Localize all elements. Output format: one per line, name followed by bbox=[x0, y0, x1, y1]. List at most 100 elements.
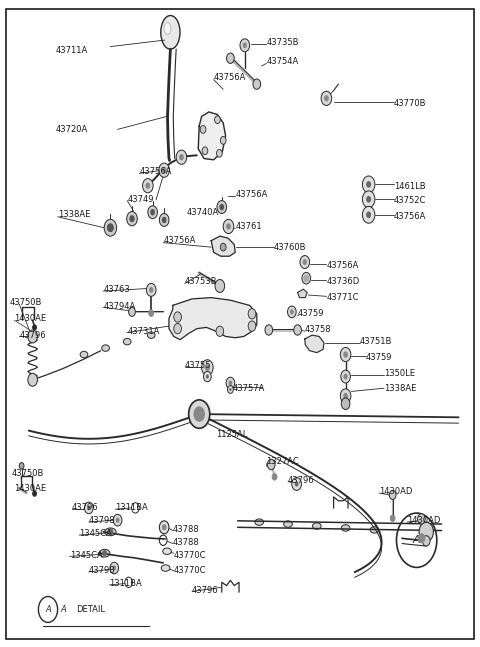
Circle shape bbox=[19, 463, 24, 469]
Text: 43770C: 43770C bbox=[174, 551, 206, 560]
Circle shape bbox=[159, 521, 169, 534]
Circle shape bbox=[215, 116, 220, 124]
Text: 43751B: 43751B bbox=[360, 337, 392, 346]
Text: 43759: 43759 bbox=[298, 309, 324, 318]
Text: 1338AE: 1338AE bbox=[384, 384, 416, 393]
Circle shape bbox=[302, 259, 307, 265]
Ellipse shape bbox=[99, 549, 110, 557]
Circle shape bbox=[343, 374, 348, 379]
Text: 1350LE: 1350LE bbox=[384, 369, 415, 378]
Circle shape bbox=[229, 388, 231, 391]
Text: 43753B: 43753B bbox=[185, 277, 217, 286]
Text: 1125AL: 1125AL bbox=[216, 430, 247, 439]
Text: 43759: 43759 bbox=[366, 353, 392, 362]
Text: 43756A: 43756A bbox=[214, 73, 246, 82]
Circle shape bbox=[149, 310, 154, 316]
Circle shape bbox=[108, 224, 113, 232]
Ellipse shape bbox=[370, 527, 379, 533]
Text: 43796: 43796 bbox=[288, 476, 314, 485]
Text: 43763: 43763 bbox=[103, 285, 130, 294]
Circle shape bbox=[28, 373, 37, 386]
Circle shape bbox=[204, 371, 211, 382]
Text: 1327AC: 1327AC bbox=[266, 457, 299, 466]
Circle shape bbox=[227, 53, 234, 63]
Text: 43711A: 43711A bbox=[55, 46, 87, 55]
Circle shape bbox=[418, 514, 425, 524]
Circle shape bbox=[366, 181, 371, 188]
Circle shape bbox=[341, 370, 350, 383]
Text: A: A bbox=[60, 605, 66, 614]
Circle shape bbox=[324, 95, 329, 102]
Ellipse shape bbox=[102, 345, 109, 351]
Circle shape bbox=[288, 306, 296, 318]
Circle shape bbox=[265, 325, 273, 335]
Circle shape bbox=[223, 219, 234, 234]
Text: 43796: 43796 bbox=[19, 331, 46, 340]
Text: 1311BA: 1311BA bbox=[109, 579, 142, 588]
Text: 43794A: 43794A bbox=[103, 302, 135, 311]
Circle shape bbox=[179, 154, 184, 160]
Circle shape bbox=[215, 280, 225, 292]
Text: 43796: 43796 bbox=[192, 586, 218, 595]
Circle shape bbox=[116, 518, 120, 523]
Circle shape bbox=[206, 375, 209, 378]
Circle shape bbox=[33, 325, 36, 330]
Circle shape bbox=[103, 551, 107, 556]
Ellipse shape bbox=[284, 521, 292, 527]
Ellipse shape bbox=[255, 519, 264, 525]
Text: 1430AE: 1430AE bbox=[14, 484, 47, 493]
Polygon shape bbox=[298, 289, 307, 298]
Ellipse shape bbox=[161, 16, 180, 49]
Text: 1338AE: 1338AE bbox=[58, 210, 90, 219]
Circle shape bbox=[366, 196, 371, 203]
Circle shape bbox=[189, 400, 210, 428]
Circle shape bbox=[108, 529, 113, 535]
Circle shape bbox=[304, 275, 309, 281]
Circle shape bbox=[390, 515, 395, 521]
Circle shape bbox=[149, 287, 154, 292]
Circle shape bbox=[419, 522, 433, 542]
Text: 43749: 43749 bbox=[127, 195, 154, 204]
Circle shape bbox=[146, 283, 156, 296]
Circle shape bbox=[248, 309, 256, 319]
Text: 43788: 43788 bbox=[173, 525, 200, 534]
Ellipse shape bbox=[147, 332, 155, 338]
Circle shape bbox=[220, 137, 226, 144]
Circle shape bbox=[300, 256, 310, 269]
Circle shape bbox=[200, 126, 206, 133]
Polygon shape bbox=[169, 298, 257, 340]
Circle shape bbox=[253, 79, 261, 89]
Circle shape bbox=[127, 212, 137, 226]
Text: A: A bbox=[413, 535, 420, 545]
Text: 43760B: 43760B bbox=[274, 243, 306, 252]
Polygon shape bbox=[198, 112, 226, 160]
Circle shape bbox=[290, 309, 294, 314]
Circle shape bbox=[366, 212, 371, 218]
Circle shape bbox=[159, 214, 169, 226]
Circle shape bbox=[217, 201, 227, 214]
Circle shape bbox=[162, 167, 167, 173]
Ellipse shape bbox=[164, 23, 171, 34]
Ellipse shape bbox=[123, 338, 131, 345]
Text: 1430AE: 1430AE bbox=[14, 314, 47, 323]
Text: 43757A: 43757A bbox=[233, 384, 265, 393]
Ellipse shape bbox=[105, 528, 116, 536]
Circle shape bbox=[130, 215, 134, 223]
Circle shape bbox=[107, 224, 114, 232]
Circle shape bbox=[148, 206, 157, 219]
Circle shape bbox=[159, 163, 169, 177]
Text: 43756A: 43756A bbox=[326, 261, 359, 270]
Circle shape bbox=[341, 398, 350, 410]
Circle shape bbox=[228, 380, 232, 386]
Circle shape bbox=[295, 481, 299, 487]
Ellipse shape bbox=[80, 351, 88, 358]
Circle shape bbox=[422, 536, 430, 546]
Circle shape bbox=[362, 176, 375, 193]
Circle shape bbox=[174, 312, 181, 322]
Text: 1311BA: 1311BA bbox=[115, 503, 148, 512]
Circle shape bbox=[267, 459, 275, 470]
Text: 43796: 43796 bbox=[72, 503, 98, 512]
Text: 1430AD: 1430AD bbox=[407, 516, 441, 525]
Circle shape bbox=[216, 149, 222, 157]
Circle shape bbox=[174, 324, 181, 334]
